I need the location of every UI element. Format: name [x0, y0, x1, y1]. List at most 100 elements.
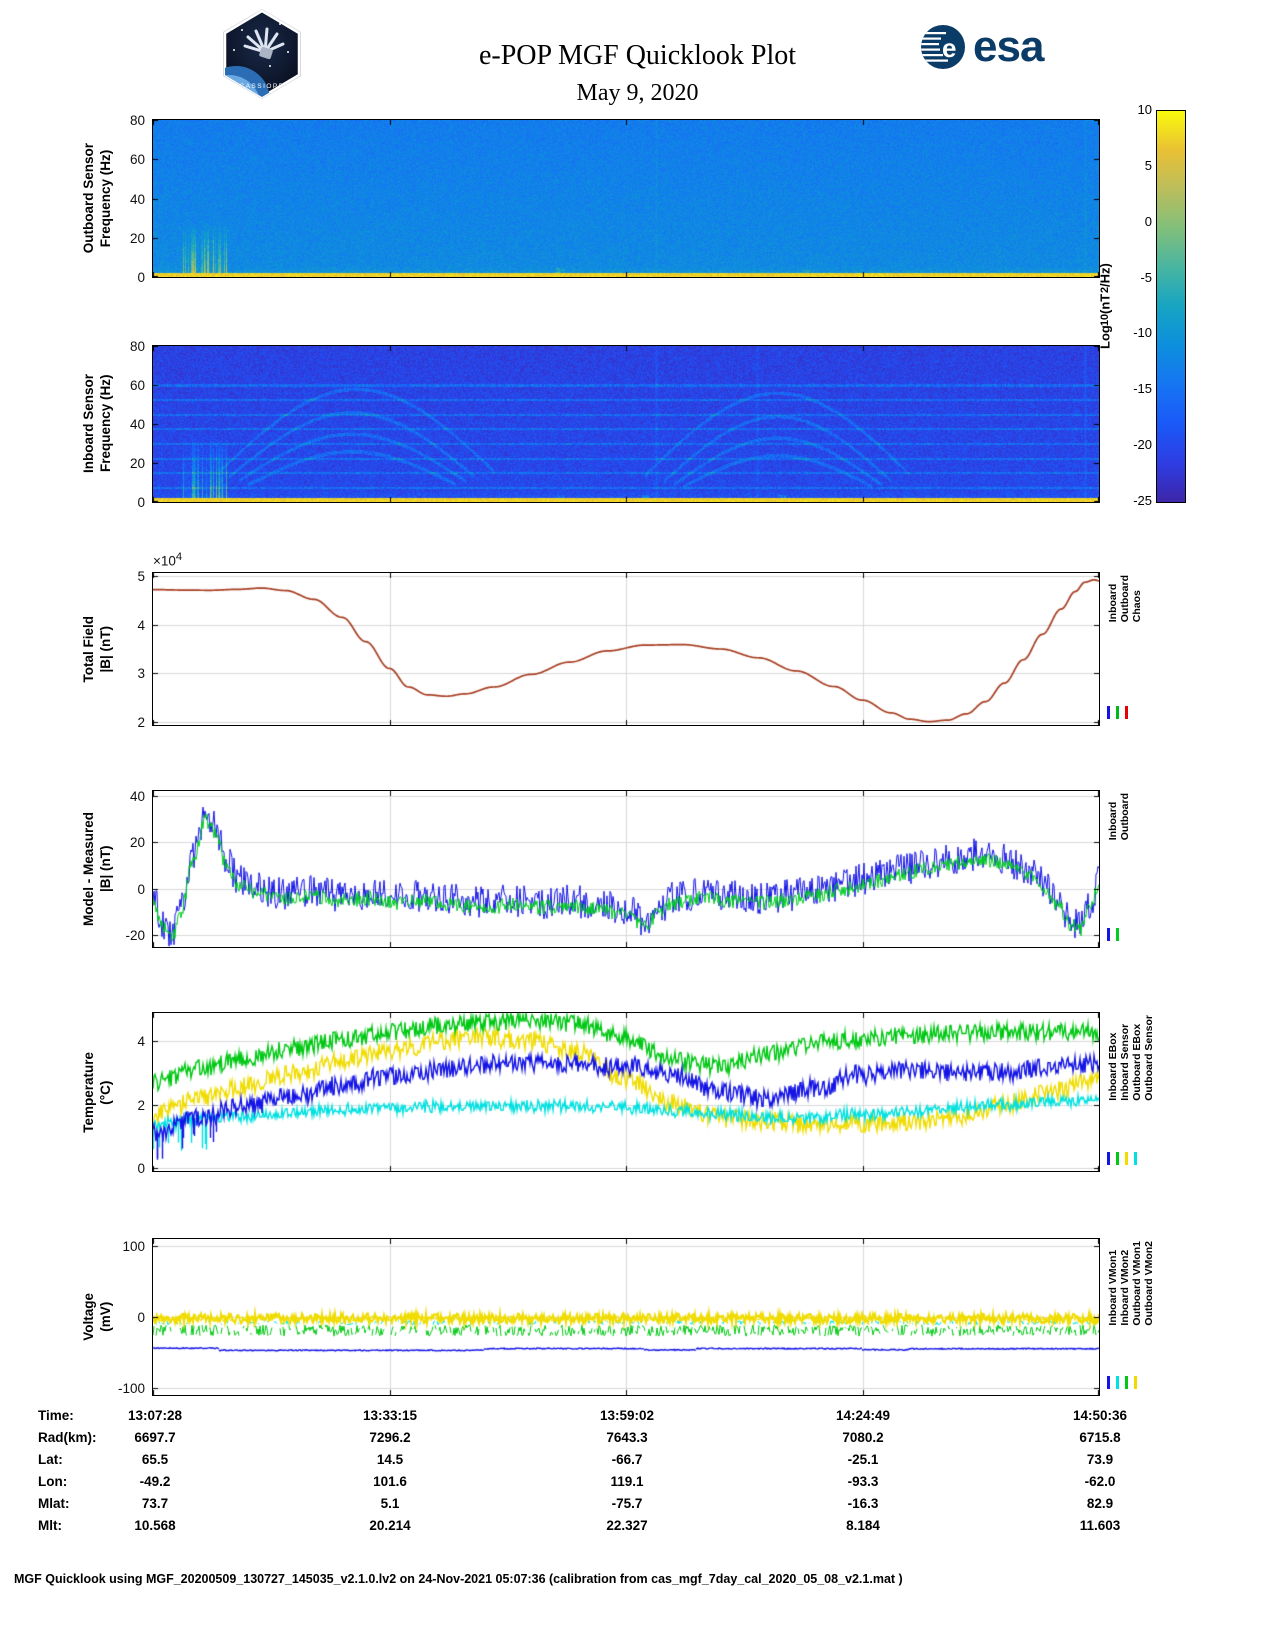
y-tick-label: 60: [129, 378, 145, 393]
model-measured-canvas: [153, 791, 1099, 947]
ephemeris-table: Time: 13:07:28 13:33:15 13:59:02 14:24:49 14:…: [0, 1408, 1275, 1548]
y-axis-label: Total Field |B| (nT): [77, 573, 117, 725]
legend-label-outboard-ebox: Outboard EBox: [1131, 1023, 1143, 1101]
legend-label-outboard-vmon1: Outboard VMon1: [1131, 1241, 1143, 1326]
panel-inboard-spectrogram: Inboard Sensor Frequency (Hz) 0 20 40 60 80: [81, 339, 1100, 510]
ephemeris-value: -93.3: [847, 1474, 879, 1489]
y-axis-label: Model - Measured |B| (nT): [77, 791, 117, 947]
colorbar-tick-label: -15: [1133, 381, 1152, 397]
panel-voltage: Voltage (mV) -100 0 100 Inboard VMon1 Inboard …: [81, 1238, 1155, 1396]
ephemeris-value: 20.214: [369, 1518, 411, 1533]
ephemeris-value: -75.7: [611, 1496, 643, 1511]
y-tick-label: 40: [129, 417, 145, 432]
y-axis-label-text: Model - Measured |B| (nT): [81, 811, 113, 927]
legend-label-outboard: Outboard: [1119, 575, 1131, 623]
legend-label-outboard: Outboard: [1119, 793, 1131, 841]
ephemeris-value: 10.568: [134, 1518, 176, 1533]
ephemeris-value: 6715.8: [1079, 1430, 1121, 1445]
ephemeris-value: 22.327: [606, 1518, 648, 1533]
colorbar-tick-label: -5: [1140, 269, 1152, 285]
legend-key-inboard-vmon1: [1107, 1376, 1110, 1389]
colorbar-tick-label: 10: [1137, 102, 1152, 117]
legend-label-inboard: Inboard: [1107, 801, 1119, 841]
ephemeris-value: 8.184: [846, 1518, 880, 1533]
ephemeris-row-label: Mlat:: [38, 1496, 70, 1511]
y-axis-scale-note: ×104: [153, 551, 183, 569]
colorbar-tick-label: -25: [1133, 493, 1152, 508]
panel-outboard-spectrogram: Outboard Sensor Frequency (Hz) 0 20 40 60 80: [81, 113, 1100, 285]
panel-model-measured: Model - Measured |B| (nT) -20 0 20 40 Inboard O…: [81, 789, 1131, 948]
legend-key-outboard: [1116, 706, 1119, 719]
panel-legend: Inboard Outboard Chaos: [1103, 573, 1167, 725]
legend-color-keys: [1107, 1152, 1137, 1165]
y-tick-label: 40: [129, 788, 145, 804]
ephemeris-value: 13:59:02: [599, 1408, 655, 1423]
ephemeris-value: 5.1: [380, 1496, 400, 1511]
panel-temperature: Temperature (°C) 0 2 4 Inboard EBox Inboard Se…: [81, 1012, 1155, 1176]
ephemeris-value: 14.5: [376, 1452, 404, 1467]
legend-label-outboard-sensor: Outboard Sensor: [1143, 1015, 1155, 1101]
y-tick-label: 0: [137, 270, 145, 285]
legend-key-inboard-vmon2: [1116, 1376, 1119, 1389]
legend-key-inboard: [1107, 706, 1110, 719]
legend-color-keys: [1107, 928, 1119, 941]
ephemeris-value: -62.0: [1084, 1474, 1116, 1489]
y-tick-label: 20: [129, 230, 145, 246]
voltage-canvas: [153, 1239, 1099, 1395]
outboard-spectrogram-canvas: [153, 120, 1099, 277]
ephemeris-row-mlt: Mlt: 10.568 20.214 22.327 8.184 11.603: [0, 1518, 1275, 1540]
legend-label-chaos: Chaos: [1131, 590, 1143, 623]
legend-key-inboard-ebox: [1107, 1152, 1110, 1165]
ephemeris-row-lat: Lat: 65.5 14.5 -66.7 -25.1 73.9: [0, 1452, 1275, 1474]
ephemeris-row-label: Rad(km):: [38, 1430, 97, 1445]
ephemeris-row-lon: Lon: -49.2 101.6 119.1 -93.3 -62.0: [0, 1474, 1275, 1496]
legend-label-inboard: Inboard: [1107, 583, 1119, 623]
y-tick-label: 0: [137, 1160, 145, 1176]
ephemeris-row-label: Lon:: [38, 1474, 68, 1489]
colorbar: [1156, 110, 1186, 503]
colorbar-tick-label: 0: [1144, 213, 1152, 229]
y-tick-label: 20: [129, 456, 145, 471]
ephemeris-value: 11.603: [1079, 1518, 1121, 1533]
legend-label-inboard-ebox: Inboard EBox: [1107, 1032, 1119, 1101]
svg-text:CASSIOPE: CASSIOPE: [239, 83, 284, 90]
ephemeris-value: 7643.3: [606, 1430, 648, 1445]
y-tick-label: 2: [137, 715, 145, 731]
ephemeris-value: 14:24:49: [835, 1408, 891, 1423]
ephemeris-row-label: Mlt:: [38, 1518, 62, 1533]
y-tick-label: 0: [137, 881, 145, 897]
footer-note: MGF Quicklook using MGF_20200509_130727_…: [14, 1572, 903, 1586]
y-tick-label: 0: [137, 495, 145, 510]
y-tick-label: 4: [137, 1034, 145, 1050]
legend-key-outboard: [1116, 928, 1119, 941]
ephemeris-value: -16.3: [847, 1496, 879, 1511]
colorbar-gradient: [1157, 111, 1185, 502]
y-tick-label: -100: [117, 1380, 145, 1396]
legend-label-outboard-vmon2: Outboard VMon2: [1143, 1241, 1155, 1326]
legend-key-outboard-sensor: [1134, 1152, 1137, 1165]
temperature-canvas: [153, 1013, 1099, 1171]
ephemeris-value: 7296.2: [369, 1430, 411, 1445]
y-tick-label: 2: [137, 1097, 145, 1113]
y-tick-label: 80: [129, 339, 145, 354]
ephemeris-row-label: Time:: [38, 1408, 74, 1423]
colorbar-tick-label: -20: [1133, 437, 1152, 453]
y-tick-label: 80: [129, 113, 145, 128]
legend-key-outboard-ebox: [1125, 1152, 1128, 1165]
plot-title: e-POP MGF Quicklook Plot: [478, 40, 797, 71]
ephemeris-value: 13:33:15: [362, 1408, 418, 1423]
ephemeris-value: 119.1: [610, 1474, 644, 1489]
y-tick-label: 5: [137, 568, 145, 584]
plot-date: May 9, 2020: [576, 80, 699, 106]
legend-key-inboard: [1107, 928, 1110, 941]
ephemeris-value: 82.9: [1086, 1496, 1114, 1511]
esa-emblem-icon: e: [921, 25, 965, 69]
legend-key-outboard-vmon2: [1134, 1376, 1137, 1389]
colorbar-tick-label: 5: [1144, 157, 1152, 173]
ephemeris-row-time: Time: 13:07:28 13:33:15 13:59:02 14:24:49 14:…: [0, 1408, 1275, 1430]
legend-labels: Inboard VMon1 Inboard VMon2 Outboard VMon1…: [1107, 1241, 1155, 1326]
legend-color-keys: [1107, 1376, 1137, 1389]
legend-label-inboard-vmon2: Inboard VMon2: [1119, 1249, 1131, 1326]
legend-labels: Inboard Outboard: [1107, 793, 1131, 840]
ephemeris-value: -49.2: [139, 1474, 171, 1489]
